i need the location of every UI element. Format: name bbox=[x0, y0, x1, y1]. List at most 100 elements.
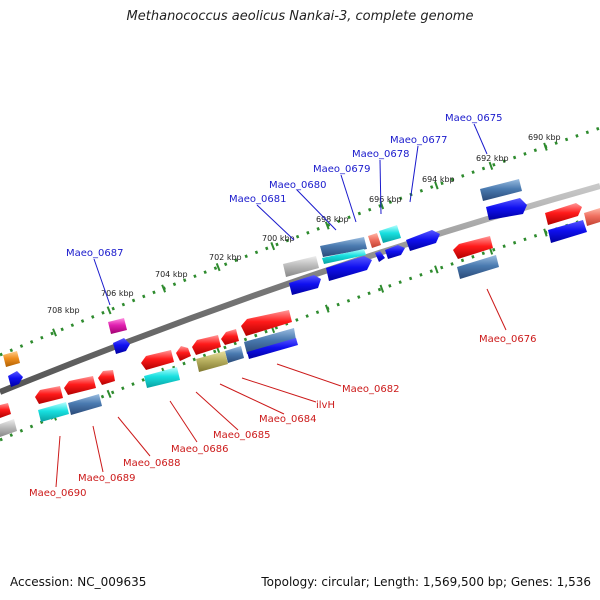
scale-label-698: 698 kbp bbox=[316, 215, 349, 224]
gene-reverse-6[interactable] bbox=[221, 329, 239, 345]
scale-label-708: 708 kbp bbox=[47, 306, 80, 315]
gene-forward-19[interactable] bbox=[548, 220, 587, 243]
leader-maeo-0689 bbox=[92, 425, 104, 473]
gene-reverse-19[interactable] bbox=[0, 419, 17, 437]
gene-forward-17[interactable] bbox=[545, 203, 582, 225]
leader-ilvh bbox=[241, 377, 317, 403]
inner-scale-tick bbox=[324, 304, 330, 313]
label-maeo-0682[interactable]: Maeo_0682 bbox=[342, 384, 399, 395]
inner-scale-tick bbox=[379, 284, 385, 293]
label-maeo-0689[interactable]: Maeo_0689 bbox=[78, 473, 135, 484]
leader-maeo-0687 bbox=[93, 258, 111, 306]
gene-reverse-14[interactable] bbox=[64, 376, 96, 395]
reverse-strand-genes bbox=[0, 236, 499, 437]
label-maeo-0685[interactable]: Maeo_0685 bbox=[213, 430, 270, 441]
gene-reverse-11[interactable] bbox=[141, 350, 174, 370]
gene-forward-14[interactable] bbox=[113, 338, 130, 354]
gene-forward-8[interactable] bbox=[320, 237, 367, 257]
gene-reverse-1[interactable] bbox=[453, 236, 493, 259]
gene-forward-9[interactable] bbox=[322, 249, 366, 264]
label-maeo-0676[interactable]: Maeo_0676 bbox=[479, 334, 536, 345]
leader-maeo-0690 bbox=[55, 435, 61, 488]
leader-maeo-0675 bbox=[473, 123, 488, 155]
label-maeo-0678[interactable]: Maeo_0678 bbox=[352, 149, 409, 160]
gene-forward-3[interactable] bbox=[406, 230, 440, 251]
gene-forward-16[interactable] bbox=[8, 371, 23, 387]
inner-scale-track bbox=[0, 213, 600, 442]
outer-scale-tick bbox=[324, 221, 330, 230]
leader-maeo-0680 bbox=[296, 189, 337, 231]
label-maeo-0681[interactable]: Maeo_0681 bbox=[229, 194, 286, 205]
inner-scale-tick bbox=[434, 265, 439, 274]
leader-maeo-0685 bbox=[195, 391, 239, 431]
inner-scale-tick bbox=[543, 228, 548, 237]
gene-forward-4[interactable] bbox=[379, 225, 401, 243]
outer-scale-tick bbox=[270, 242, 276, 251]
gene-forward-15[interactable] bbox=[3, 351, 20, 367]
gene-forward-2[interactable] bbox=[486, 198, 527, 220]
gene-forward-7[interactable] bbox=[375, 251, 385, 262]
outer-scale-tick bbox=[434, 181, 439, 190]
gene-forward-18[interactable] bbox=[584, 208, 600, 226]
scale-label-696: 696 kbp bbox=[369, 195, 402, 204]
inner-scale-tick bbox=[106, 389, 112, 398]
gene-reverse-10[interactable] bbox=[176, 346, 191, 361]
label-maeo-0684[interactable]: Maeo_0684 bbox=[259, 414, 316, 425]
scale-labels: 690 kbp 692 kbp 694 kbp 696 kbp 698 kbp … bbox=[47, 133, 561, 315]
genome-title: Methanococcus aeolicus Nankai-3, complet… bbox=[126, 9, 474, 24]
gene-forward-13[interactable] bbox=[108, 318, 127, 334]
label-maeo-0677[interactable]: Maeo_0677 bbox=[390, 135, 447, 146]
gene-forward-5[interactable] bbox=[368, 233, 381, 248]
gene-reverse-2[interactable] bbox=[457, 255, 499, 279]
label-maeo-0680[interactable]: Maeo_0680 bbox=[269, 180, 326, 191]
outer-scale-tick bbox=[52, 328, 57, 337]
forward-gene-labels: Maeo_0675 Maeo_0677 Maeo_0678 Maeo_0679 … bbox=[66, 113, 502, 259]
label-maeo-0690[interactable]: Maeo_0690 bbox=[29, 488, 86, 499]
leader-maeo-0676 bbox=[486, 288, 507, 331]
leader-maeo-0677 bbox=[409, 145, 419, 203]
reverse-gene-labels: Maeo_0676 Maeo_0682 ilvH Maeo_0684 Maeo_… bbox=[29, 334, 536, 499]
leader-maeo-0688 bbox=[117, 416, 151, 457]
label-maeo-0686[interactable]: Maeo_0686 bbox=[171, 444, 228, 455]
gene-reverse-5[interactable] bbox=[247, 338, 298, 359]
gene-reverse-9[interactable] bbox=[196, 351, 228, 372]
gene-forward-12[interactable] bbox=[289, 275, 321, 295]
leader-maeo-0682 bbox=[276, 363, 342, 387]
scale-label-692: 692 kbp bbox=[476, 154, 509, 163]
gene-reverse-7[interactable] bbox=[192, 335, 221, 355]
gene-reverse-16[interactable] bbox=[68, 394, 102, 415]
gene-reverse-12[interactable] bbox=[144, 367, 180, 388]
leader-maeo-0679 bbox=[340, 174, 357, 223]
outer-scale-tick bbox=[215, 263, 221, 272]
gene-forward-11[interactable] bbox=[283, 256, 319, 277]
label-maeo-0688[interactable]: Maeo_0688 bbox=[123, 458, 180, 469]
scale-label-694: 694 kbp bbox=[422, 175, 455, 184]
leader-maeo-0678 bbox=[379, 159, 382, 215]
gene-reverse-8[interactable] bbox=[225, 346, 244, 363]
gene-reverse-13[interactable] bbox=[98, 370, 115, 385]
accession-text: Accession: NC_009635 bbox=[10, 575, 147, 589]
outer-scale-tick bbox=[488, 161, 494, 170]
gene-reverse-18[interactable] bbox=[0, 403, 11, 418]
gene-forward-6[interactable] bbox=[385, 245, 405, 259]
scale-label-704: 704 kbp bbox=[155, 270, 188, 279]
outer-major-ticks bbox=[52, 142, 548, 337]
leader-maeo-0681 bbox=[256, 204, 295, 241]
gene-reverse-17[interactable] bbox=[38, 402, 69, 422]
scale-label-690: 690 kbp bbox=[528, 133, 561, 142]
gene-reverse-15[interactable] bbox=[35, 386, 63, 404]
label-maeo-0675[interactable]: Maeo_0675 bbox=[445, 113, 502, 124]
label-maeo-0687[interactable]: Maeo_0687 bbox=[66, 248, 123, 259]
gene-forward-10[interactable] bbox=[326, 256, 372, 281]
label-maeo-0679[interactable]: Maeo_0679 bbox=[313, 164, 370, 175]
gene-reverse-3[interactable] bbox=[241, 310, 292, 336]
gene-reverse-4[interactable] bbox=[244, 328, 296, 354]
outer-scale-tick bbox=[543, 142, 548, 151]
label-ilvh[interactable]: ilvH bbox=[316, 400, 335, 411]
gene-forward-1[interactable] bbox=[480, 179, 522, 201]
leader-maeo-0686 bbox=[169, 400, 198, 443]
outer-scale-tick bbox=[161, 284, 167, 293]
forward-strand-genes bbox=[3, 179, 600, 387]
